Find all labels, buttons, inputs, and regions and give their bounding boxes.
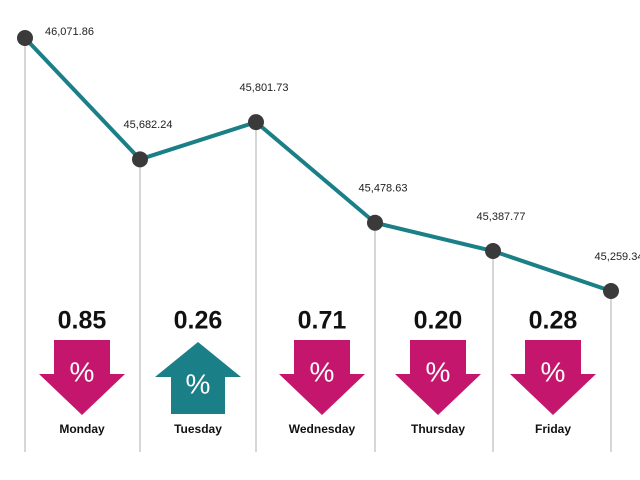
value-label: 45,259.34 — [595, 251, 640, 263]
change-label: 0.26 — [174, 307, 223, 335]
point — [248, 114, 264, 131]
line — [23, 36, 612, 293]
arrow-down — [39, 340, 125, 415]
point — [485, 243, 501, 260]
percent-symbol: % — [310, 356, 335, 387]
percent-symbol: % — [426, 356, 451, 387]
day-label: Friday — [535, 422, 571, 436]
point — [603, 283, 619, 299]
change-label: 0.20 — [414, 307, 463, 335]
point — [367, 214, 383, 231]
value-label: 45,387.77 — [477, 211, 526, 223]
point — [17, 30, 33, 46]
change-label: 0.28 — [529, 307, 578, 335]
arrow-up — [155, 342, 241, 414]
percent-symbol: % — [186, 368, 211, 399]
value-label: 45,478.63 — [359, 183, 408, 195]
arrow-down — [279, 340, 365, 415]
point — [132, 151, 148, 168]
value-label: 46,071.86 — [45, 26, 94, 38]
change-label: 0.71 — [298, 307, 347, 335]
arrow-down — [395, 340, 481, 415]
day-label: Thursday — [411, 422, 465, 436]
value-label: 45,801.73 — [240, 82, 289, 94]
change-label: 0.85 — [58, 307, 107, 335]
arrow-down — [510, 340, 596, 415]
percent-symbol: % — [541, 356, 566, 387]
value-label: 45,682.24 — [124, 119, 173, 131]
day-label: Monday — [59, 422, 105, 436]
day-label: Wednesday — [289, 422, 356, 436]
day-label: Tuesday — [174, 422, 222, 436]
percent-symbol: % — [70, 356, 95, 387]
